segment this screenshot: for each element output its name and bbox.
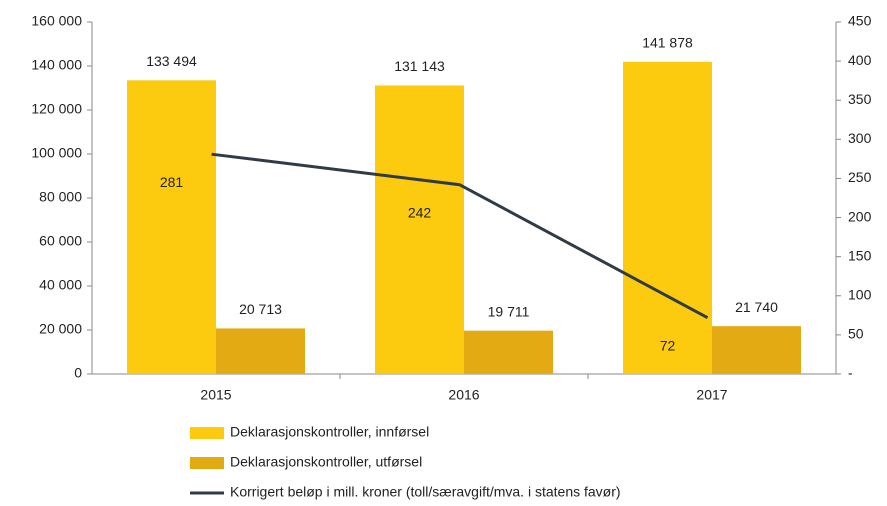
bar [623, 61, 712, 374]
y-tick-label: 40 000 [39, 277, 82, 293]
y-tick-label: 0 [74, 365, 82, 381]
line [211, 152, 709, 320]
y-tick-label: 120 000 [31, 101, 82, 117]
y2-tick-label: 450 [848, 13, 872, 29]
bar [375, 85, 464, 374]
legend-label: Deklarasjonskontroller, utførsel [230, 454, 422, 470]
legend-swatch [190, 427, 224, 439]
bar-value-label: 131 143 [394, 58, 445, 74]
y-tick-label: 20 000 [39, 321, 82, 337]
x-tick-label: 2015 [200, 387, 231, 403]
bar [127, 80, 216, 374]
line-value-label: 72 [660, 337, 676, 353]
y-tick-label: 160 000 [31, 13, 82, 29]
legend-label: Deklarasjonskontroller, innførsel [230, 424, 429, 440]
x-tick-label: 2016 [448, 387, 479, 403]
legend-swatch [190, 457, 224, 469]
y2-tick-label: 400 [848, 52, 872, 68]
bar [712, 326, 801, 374]
y2-tick-label: 250 [848, 169, 872, 185]
bar-value-label: 21 740 [735, 299, 778, 315]
bar [216, 328, 305, 374]
y2-tick-label: 350 [848, 91, 872, 107]
bar [464, 330, 553, 374]
y-tick-label: 80 000 [39, 189, 82, 205]
line-value-label: 281 [160, 174, 184, 190]
legend-label: Korrigert beløp i mill. kroner (toll/sær… [230, 484, 621, 500]
bar-value-label: 19 711 [488, 303, 530, 319]
y-tick-label: 60 000 [39, 233, 82, 249]
y2-tick-label: - [848, 365, 853, 381]
y-tick-label: 140 000 [31, 57, 82, 73]
bar-value-label: 20 713 [239, 301, 282, 317]
x-tick-label: 2017 [696, 387, 727, 403]
y2-tick-label: 150 [848, 247, 872, 263]
y2-tick-label: 200 [848, 208, 872, 224]
line-value-label: 242 [408, 204, 432, 220]
y2-tick-label: 100 [848, 286, 872, 302]
y2-tick-label: 50 [848, 326, 864, 342]
bar-value-label: 141 878 [642, 35, 693, 51]
y2-tick-label: 300 [848, 130, 872, 146]
y-tick-label: 100 000 [31, 145, 82, 161]
bar-value-label: 133 494 [146, 53, 197, 69]
